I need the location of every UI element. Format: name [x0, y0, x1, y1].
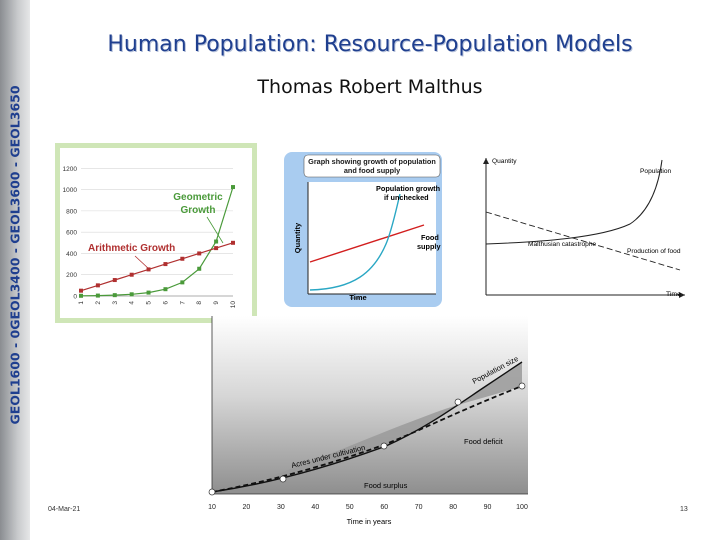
population-food-figure: Graph showing growth of population and f…	[284, 152, 442, 307]
arithmetic-point	[231, 240, 235, 245]
food-supply-line	[309, 224, 425, 263]
geometric-arrow	[206, 216, 224, 244]
sidebar-band: GEOL1600 - 0GEOL3400 - GEOL3600 - GEOL36…	[0, 0, 30, 540]
x-tick-label: 10	[230, 301, 237, 309]
x-tick-label: 60	[380, 504, 388, 511]
population-label: Population	[640, 168, 671, 175]
population-label-1: Population growth	[376, 184, 440, 193]
x-axis-arrow	[679, 292, 685, 298]
marker	[518, 382, 526, 390]
arithmetic-point	[95, 283, 100, 288]
x-tick-label: 6	[162, 301, 169, 305]
geometric-label-1: Geometric	[173, 192, 223, 203]
geometric-growth-line	[80, 186, 234, 297]
y-tick-label: 600	[66, 230, 77, 237]
geometric-point	[146, 290, 151, 295]
arithmetic-growth-line	[80, 242, 234, 292]
slide-subtitle: Thomas Robert Malthus	[257, 76, 483, 98]
x-tick-label: 70	[415, 504, 423, 511]
food-label-1: Food	[421, 233, 439, 242]
arithmetic-point	[146, 267, 151, 272]
x-tick-label: 50	[346, 504, 354, 511]
food-deficit-label: Food deficit	[464, 437, 504, 446]
marker	[380, 442, 388, 450]
population-growth-curve	[309, 193, 401, 291]
course-codes: GEOL1600 - 0GEOL3400 - GEOL3600 - GEOL36…	[7, 85, 23, 425]
x-tick-label: 100	[516, 504, 528, 511]
slide-title: Human Population: Resource-Population Mo…	[107, 32, 633, 57]
geometric-point	[231, 185, 235, 190]
x-tick-label: 80	[449, 504, 457, 511]
x-tick-label: 20	[243, 504, 251, 511]
x-tick-label: 4	[129, 301, 136, 305]
marker	[454, 398, 462, 406]
arithmetic-point	[129, 272, 134, 277]
arithmetic-point	[180, 256, 185, 261]
chart-background	[60, 148, 252, 318]
geometric-point	[129, 292, 134, 297]
x-tick-label: 10	[208, 504, 216, 511]
geometric-point	[79, 293, 83, 298]
food-deficit-graph: Population size Acres under cultivation …	[208, 316, 528, 526]
x-tick-label: 9	[213, 301, 220, 305]
y-axis-arrow	[483, 158, 489, 164]
y-tick-label: 200	[66, 272, 77, 279]
malthusian-graph: Quantity Time Population Malthusian cata…	[483, 158, 685, 298]
x-axis-label: Time	[349, 293, 366, 302]
geometric-point	[214, 239, 219, 244]
food-label-2: supply	[417, 242, 441, 251]
arithmetic-point	[214, 246, 219, 251]
food-production-line	[485, 211, 681, 271]
geometric-point	[112, 293, 117, 298]
arithmetic-point	[197, 251, 202, 256]
geometric-point	[95, 293, 100, 298]
x-tick-label: 8	[196, 301, 203, 305]
x-tick-label: 2	[95, 301, 102, 305]
arithmetic-point	[163, 262, 168, 267]
population-curve	[485, 159, 663, 245]
y-axis-label: Quantity	[492, 158, 517, 165]
malthusian-figure: Quantity Time Population Malthusian cata…	[480, 150, 694, 305]
x-axis-label: Time	[666, 291, 681, 298]
x-tick-label: 5	[146, 301, 153, 305]
plot-background	[212, 316, 528, 494]
slide-number: 13	[680, 506, 688, 513]
arithmetic-label: Arithmetic Growth	[88, 243, 175, 254]
population-food-graph: Graph showing growth of population and f…	[284, 152, 442, 307]
population-label-2: if unchecked	[384, 193, 429, 202]
x-tick-label: 90	[484, 504, 492, 511]
graph-title-line1: Graph showing growth of population	[308, 157, 436, 166]
arithmetic-point	[112, 278, 117, 283]
catastrophe-label: Malthusian catastrophe	[528, 241, 597, 248]
food-deficit-figure: Population size Acres under cultivation …	[206, 316, 530, 536]
y-axis-label: Quantity	[293, 222, 302, 253]
food-surplus-label: Food surplus	[364, 481, 408, 490]
y-tick-label: 1000	[63, 187, 78, 194]
geometric-point	[180, 280, 185, 285]
graph-title-box	[303, 154, 441, 178]
y-tick-label: 800	[66, 208, 77, 215]
y-tick-label: 0	[73, 294, 77, 301]
growth-chart: 0 200 400 600 800 1000 1200 1 2 3 4 5 6 7 8 9 10 Geomet…	[55, 143, 257, 323]
x-tick-label: 30	[277, 504, 285, 511]
y-tick-label: 1200	[63, 166, 78, 173]
x-tick-label: 40	[311, 504, 319, 511]
growth-chart-figure: 0 200 400 600 800 1000 1200 1 2 3 4 5 6 7 8 9 10 Geomet…	[55, 143, 257, 323]
geometric-label-2: Growth	[181, 205, 216, 216]
arithmetic-arrow	[134, 255, 150, 270]
y-tick-label: 400	[66, 251, 77, 258]
x-tick-label: 1	[78, 301, 85, 305]
food-production-label: Production of food	[627, 248, 681, 255]
slide-date: 04-Mar-21	[48, 506, 81, 513]
graph-title-line2: and food supply	[344, 166, 401, 175]
x-axis-label: Time in years	[347, 517, 392, 526]
marker	[208, 488, 216, 496]
arithmetic-point	[79, 288, 83, 293]
geometric-point	[163, 287, 168, 292]
x-tick-label: 7	[179, 301, 186, 305]
plot-area	[308, 182, 436, 294]
geometric-point	[197, 266, 202, 271]
x-tick-label: 3	[112, 301, 119, 305]
marker	[279, 475, 287, 483]
